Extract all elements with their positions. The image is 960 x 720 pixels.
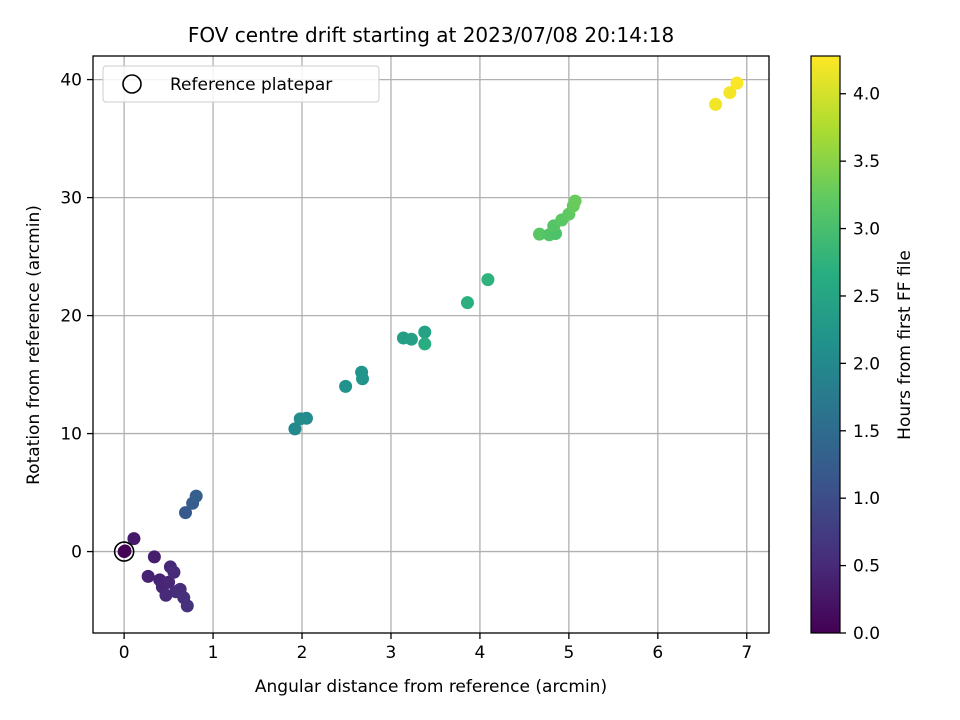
x-tick-label: 1 xyxy=(208,643,219,663)
x-tick-label: 3 xyxy=(386,643,397,663)
reference-platepar-marker xyxy=(113,541,135,562)
plot-frame xyxy=(92,55,770,634)
scatter-point xyxy=(162,575,176,589)
scatter-point xyxy=(404,332,418,346)
colorbar-tick-label: 0.5 xyxy=(853,557,880,577)
y-tick-label: 40 xyxy=(60,71,82,91)
scatter-point xyxy=(568,194,582,208)
x-tick-label: 5 xyxy=(563,643,574,663)
chart-title: FOV centre drift starting at 2023/07/08 … xyxy=(188,23,674,47)
legend: Reference platepar xyxy=(102,65,380,103)
colorbar-tick-label: 2.0 xyxy=(853,354,880,374)
colorbar: 0.0 0.5 1.0 1.5 2.0 2.5 3.0 3.5 4.0 Hours from f… xyxy=(810,55,915,644)
legend-box xyxy=(102,65,380,103)
scatter-point xyxy=(299,411,313,425)
scatter-point xyxy=(288,422,302,436)
scatter-point xyxy=(709,97,723,111)
points-layer xyxy=(117,76,744,613)
scatter-point xyxy=(180,599,194,613)
x-tick-label: 0 xyxy=(119,643,130,663)
reference-marker-layer xyxy=(113,541,135,562)
colorbar-tick-label: 3.0 xyxy=(853,220,880,240)
legend-entry-reference-platepar: Reference platepar xyxy=(170,75,332,95)
legend-reference-marker xyxy=(122,74,142,94)
colorbar-tick-label: 3.5 xyxy=(853,152,880,172)
scatter-point xyxy=(356,372,370,386)
colorbar-tick-label: 1.5 xyxy=(853,422,880,442)
scatter-point xyxy=(339,379,353,393)
scatter-point xyxy=(723,86,737,100)
scatter-point xyxy=(418,325,432,339)
scatter-point xyxy=(730,76,744,90)
scatter-point xyxy=(189,489,203,503)
scatter-point xyxy=(418,337,432,351)
colorbar-gradient xyxy=(810,55,841,634)
colorbar-tick-label: 0.0 xyxy=(853,624,880,644)
scatter-point xyxy=(118,544,132,558)
y-tick-label: 10 xyxy=(60,425,82,445)
colorbar-label: Hours from first FF file xyxy=(895,250,915,440)
colorbar-ticks: 0.0 0.5 1.0 1.5 2.0 2.5 3.0 3.5 4.0 xyxy=(840,85,880,644)
x-axis-ticks: 0 1 2 3 4 5 6 7 xyxy=(119,633,752,663)
y-tick-label: 0 xyxy=(71,543,82,563)
scatter-point xyxy=(147,550,161,564)
scatter-point xyxy=(127,532,141,546)
x-tick-label: 4 xyxy=(475,643,486,663)
y-axis-label: Rotation from reference (arcmin) xyxy=(24,205,44,485)
scatter-point xyxy=(179,506,193,520)
colorbar-tick-label: 4.0 xyxy=(853,85,880,105)
colorbar-tick-label: 1.0 xyxy=(853,489,880,509)
x-axis-label: Angular distance from reference (arcmin) xyxy=(255,677,607,697)
colorbar-tick-label: 2.5 xyxy=(853,287,880,307)
x-tick-label: 7 xyxy=(741,643,752,663)
y-tick-label: 20 xyxy=(60,307,82,327)
y-tick-label: 30 xyxy=(60,189,82,209)
scatter-point xyxy=(533,227,547,241)
y-axis-ticks: 0 10 20 30 40 xyxy=(60,71,93,563)
x-tick-label: 6 xyxy=(652,643,663,663)
x-tick-label: 2 xyxy=(297,643,308,663)
scatter-point xyxy=(159,588,173,602)
scatter-point xyxy=(481,273,495,287)
plot-area xyxy=(92,55,770,634)
scatter-point xyxy=(460,296,474,310)
scatter-point xyxy=(167,565,181,579)
scatter-point xyxy=(141,569,155,583)
